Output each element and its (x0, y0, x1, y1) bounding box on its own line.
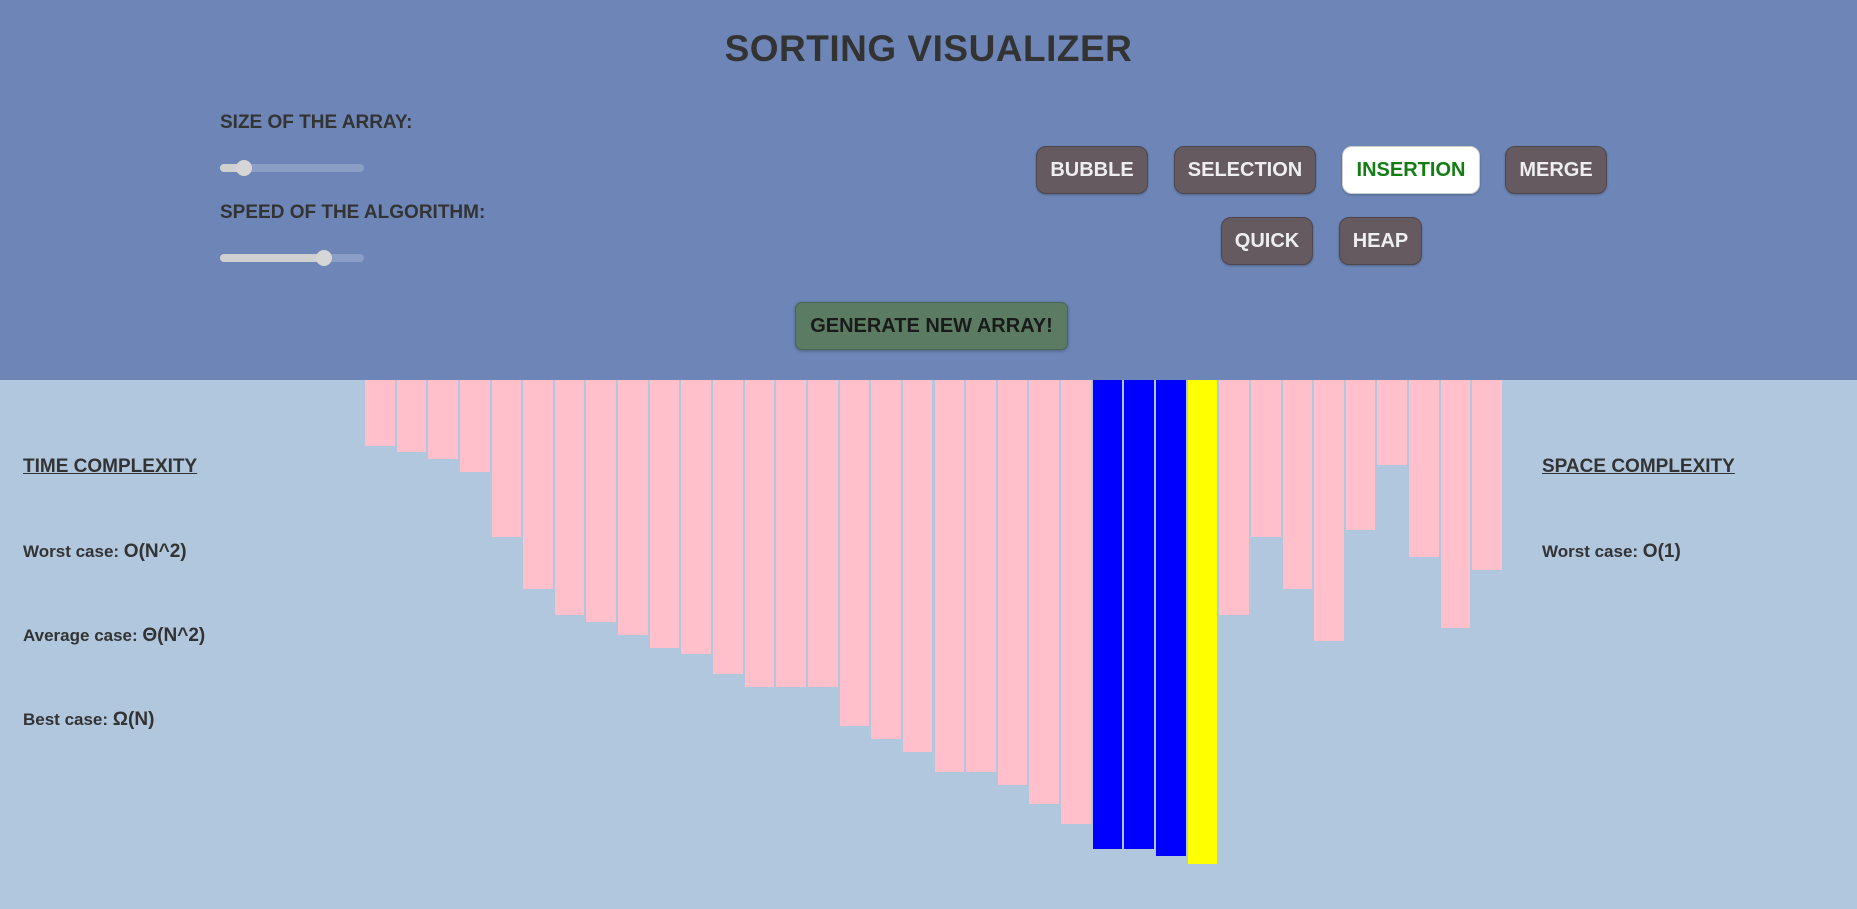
space-worst-case: Worst case: O(1) (1542, 541, 1681, 563)
array-bar (1377, 380, 1408, 465)
time-average-case: Average case: Θ(N^2) (23, 625, 205, 647)
array-bar (1187, 380, 1218, 864)
space-complexity-heading: SPACE COMPLEXITY (1542, 456, 1735, 477)
array-bar (459, 380, 490, 472)
array-bar (839, 380, 870, 726)
generate-array-button[interactable]: GENERATE NEW ARRAY! (795, 302, 1068, 350)
array-size-slider[interactable] (220, 160, 364, 176)
array-bar (491, 380, 522, 537)
speed-label: SPEED OF THE ALGORITHM: (220, 202, 486, 223)
time-worst-case-label: Worst case: (23, 542, 120, 561)
merge-sort-button[interactable]: MERGE (1505, 146, 1607, 194)
array-bar (997, 380, 1028, 785)
array-bar (1250, 380, 1281, 537)
slider-thumb[interactable] (236, 160, 253, 176)
array-bar (1219, 380, 1249, 615)
slider-track (220, 164, 364, 172)
slider-fill (220, 164, 245, 172)
array-bar (1472, 380, 1502, 570)
array-bar (934, 380, 965, 772)
array-bar (681, 380, 711, 654)
time-worst-case-value: O(N^2) (123, 541, 187, 562)
control-header: SORTING VISUALIZER SIZE OF THE ARRAY: SP… (0, 0, 1857, 380)
array-bar (744, 380, 775, 687)
time-average-case-label: Average case: (23, 626, 138, 645)
array-bar (776, 380, 806, 687)
array-bar (1029, 380, 1060, 804)
array-bar (649, 380, 680, 648)
array-bar (1282, 380, 1313, 589)
array-bar (365, 380, 395, 446)
array-bar (554, 380, 585, 615)
array-bar (1124, 380, 1154, 849)
array-bar (1155, 380, 1186, 856)
array-bar (1409, 380, 1439, 557)
array-bar (618, 380, 648, 635)
speed-slider[interactable] (220, 250, 364, 266)
time-worst-case: Worst case: O(N^2) (23, 541, 187, 563)
array-bar (713, 380, 743, 674)
page-title: SORTING VISUALIZER (724, 28, 1133, 69)
quick-sort-button[interactable]: QUICK (1221, 217, 1313, 265)
space-worst-case-value: O(1) (1642, 541, 1681, 562)
selection-sort-button[interactable]: SELECTION (1174, 146, 1316, 194)
array-bar (1440, 380, 1471, 628)
heap-sort-button[interactable]: HEAP (1339, 217, 1422, 265)
array-bar (1345, 380, 1376, 530)
time-best-case: Best case: Ω(N) (23, 709, 154, 731)
slider-thumb[interactable] (315, 250, 332, 266)
array-size-label: SIZE OF THE ARRAY: (220, 112, 413, 133)
array-bar (966, 380, 996, 772)
insertion-sort-button[interactable]: INSERTION (1342, 146, 1480, 194)
time-average-case-value: Θ(N^2) (142, 625, 206, 646)
array-bar (1061, 380, 1091, 824)
time-best-case-value: Ω(N) (112, 709, 155, 730)
time-best-case-label: Best case: (23, 710, 109, 729)
array-bar (1314, 380, 1344, 641)
array-bar (871, 380, 901, 739)
array-bar (396, 380, 427, 452)
array-bar (428, 380, 458, 459)
array-bar (523, 380, 553, 589)
array-bars (0, 380, 1857, 909)
slider-fill (220, 254, 324, 262)
array-bar (1092, 380, 1123, 849)
array-bar (586, 380, 617, 622)
array-bar (807, 380, 838, 687)
time-complexity-heading: TIME COMPLEXITY (23, 456, 198, 477)
space-worst-case-label: Worst case: (1542, 542, 1639, 561)
array-bar (902, 380, 933, 752)
bubble-sort-button[interactable]: BUBBLE (1036, 146, 1148, 194)
